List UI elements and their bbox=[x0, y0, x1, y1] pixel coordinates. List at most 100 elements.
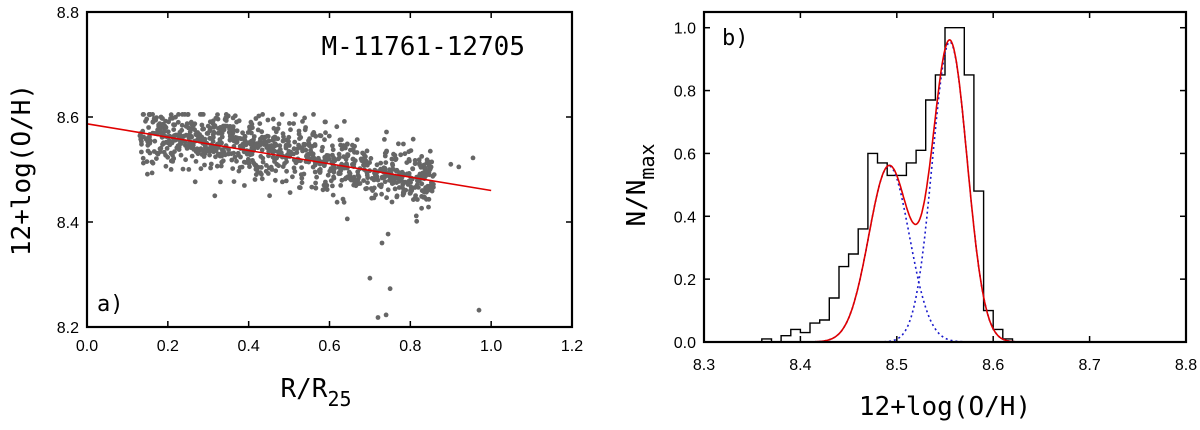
panel-a-title: M-11761-12705 bbox=[322, 32, 526, 62]
scatter-point bbox=[398, 152, 404, 158]
scatter-point bbox=[218, 179, 223, 185]
scatter-point bbox=[393, 157, 398, 163]
scatter-point bbox=[280, 138, 286, 144]
scatter-point bbox=[297, 185, 303, 191]
scatter-point bbox=[392, 186, 398, 192]
scatter-point bbox=[270, 116, 276, 122]
scatter-point bbox=[188, 119, 194, 125]
scatter-point bbox=[215, 130, 221, 136]
scatter-point bbox=[401, 141, 406, 147]
scatter-point bbox=[177, 129, 183, 135]
scatter-point bbox=[139, 149, 144, 155]
scatter-point bbox=[331, 174, 336, 180]
scatter-point bbox=[212, 193, 218, 199]
scatter-point bbox=[237, 143, 243, 149]
scatter-point bbox=[255, 127, 261, 133]
scatter-point bbox=[161, 141, 167, 146]
scatter-point bbox=[343, 145, 348, 151]
scatter-point bbox=[387, 286, 393, 292]
panel-a-xlabel: R/R25 bbox=[280, 374, 351, 411]
y-tick-label: 8.2 bbox=[57, 320, 79, 337]
scatter-point bbox=[320, 144, 325, 150]
scatter-point bbox=[309, 184, 315, 190]
panel-a-tag: a) bbox=[97, 292, 124, 317]
scatter-point bbox=[230, 115, 236, 121]
y-tick-label: 0.2 bbox=[674, 272, 696, 289]
scatter-point bbox=[389, 199, 395, 205]
scatter-point bbox=[345, 174, 351, 180]
scatter-point bbox=[296, 128, 302, 134]
scatter-point bbox=[387, 167, 392, 173]
scatter-point bbox=[266, 138, 272, 144]
scatter-point bbox=[299, 175, 305, 181]
scatter-point bbox=[203, 149, 209, 154]
scatter-point bbox=[301, 141, 307, 147]
scatter-point bbox=[205, 131, 211, 136]
scatter-point bbox=[361, 178, 366, 184]
scatter-point bbox=[161, 149, 167, 155]
scatter-point bbox=[326, 133, 332, 139]
scatter-point bbox=[428, 185, 433, 191]
scatter-point bbox=[149, 170, 155, 176]
scatter-point bbox=[406, 157, 412, 162]
scatter-point bbox=[396, 179, 402, 184]
scatter-point bbox=[375, 177, 381, 183]
scatter-point bbox=[230, 166, 236, 172]
scatter-point bbox=[448, 161, 454, 167]
scatter-point bbox=[272, 157, 277, 162]
scatter-point bbox=[286, 143, 292, 148]
scatter-point bbox=[302, 115, 307, 121]
scatter-point bbox=[269, 167, 275, 172]
scatter-point bbox=[226, 147, 232, 153]
scatter-point bbox=[163, 125, 169, 130]
scatter-point bbox=[336, 151, 342, 157]
scatter-point bbox=[277, 147, 283, 152]
scatter-point bbox=[251, 160, 257, 166]
scatter-point bbox=[378, 184, 384, 190]
scatter-point bbox=[239, 164, 245, 170]
scatter-point bbox=[383, 160, 389, 166]
x-tick-label: 8.4 bbox=[789, 357, 811, 374]
scatter-point bbox=[241, 159, 247, 165]
scatter-point bbox=[143, 136, 149, 142]
scatter-point bbox=[265, 117, 271, 123]
scatter-point bbox=[390, 162, 396, 168]
scatter-point bbox=[382, 174, 388, 180]
scatter-point bbox=[324, 183, 330, 188]
scatter-point bbox=[396, 141, 401, 147]
scatter-point bbox=[300, 119, 305, 124]
scatter-point bbox=[248, 119, 254, 125]
scatter-point bbox=[414, 218, 420, 224]
scatter-point bbox=[306, 138, 311, 144]
x-tick-label: 8.3 bbox=[693, 357, 715, 374]
panel-a-fit-line bbox=[86, 123, 492, 192]
scatter-point bbox=[255, 169, 261, 175]
scatter-point bbox=[257, 121, 263, 126]
scatter-point bbox=[242, 137, 248, 143]
scatter-point bbox=[201, 126, 207, 132]
scatter-point bbox=[190, 123, 196, 129]
scatter-point bbox=[214, 163, 220, 169]
scatter-point bbox=[417, 160, 422, 166]
scatter-point bbox=[324, 187, 330, 193]
scatter-point bbox=[245, 156, 251, 162]
scatter-point bbox=[168, 116, 173, 121]
scatter-point bbox=[382, 179, 388, 185]
scatter-point bbox=[171, 127, 177, 132]
scatter-point bbox=[299, 165, 304, 171]
scatter-point bbox=[258, 154, 264, 159]
scatter-point bbox=[351, 182, 357, 188]
scatter-point bbox=[236, 168, 242, 174]
scatter-point bbox=[408, 148, 414, 154]
scatter-point bbox=[410, 136, 416, 142]
x-tick-label: 8.6 bbox=[982, 357, 1004, 374]
scatter-point bbox=[323, 119, 328, 125]
scatter-point bbox=[211, 124, 217, 130]
scatter-point bbox=[260, 112, 265, 117]
scatter-point bbox=[354, 137, 360, 143]
scatter-point bbox=[322, 154, 328, 160]
scatter-point bbox=[408, 180, 413, 185]
scatter-point bbox=[207, 119, 213, 125]
scatter-point bbox=[280, 179, 285, 185]
